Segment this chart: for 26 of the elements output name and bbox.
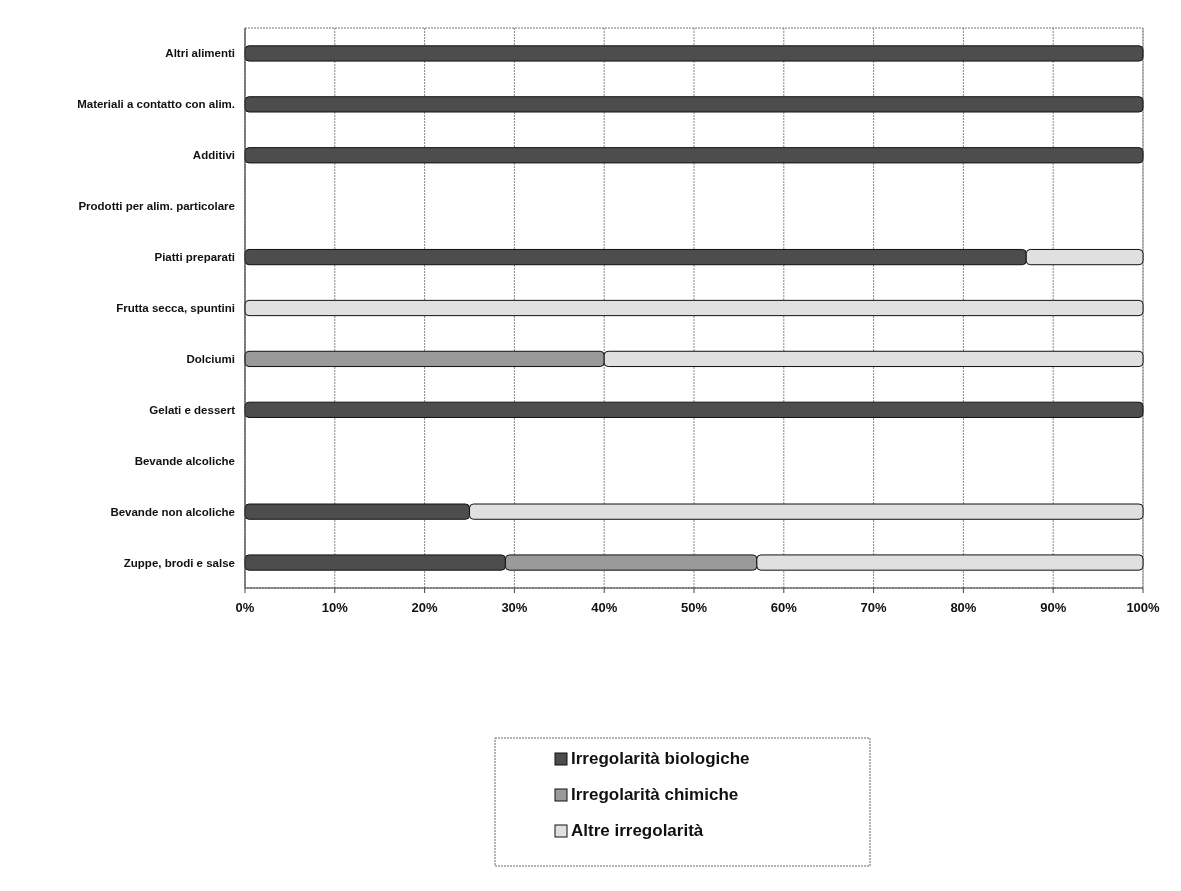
y-tick-label: Dolciumi <box>186 352 235 365</box>
y-tick-label: Materiali a contatto con alim. <box>77 98 235 111</box>
y-tick-label: Gelati e dessert <box>149 403 236 416</box>
y-tick-label: Altri alimenti <box>165 47 235 60</box>
y-tick-label: Bevande alcoliche <box>134 454 235 467</box>
x-tick-label: 50% <box>680 600 708 615</box>
legend-label: Altre irregolarità <box>571 821 704 840</box>
y-tick-label: Zuppe, brodi e salse <box>123 556 235 569</box>
x-tick-label: 100% <box>1126 600 1161 615</box>
x-tick-label: 70% <box>860 600 888 615</box>
x-tick-label: 0% <box>235 600 255 615</box>
x-tick-label: 60% <box>770 600 798 615</box>
legend-label: Irregolarità chimiche <box>571 785 739 804</box>
x-tick-label: 10% <box>321 600 349 615</box>
x-tick-label: 90% <box>1040 600 1067 615</box>
y-tick-label: Piatti preparati <box>154 251 235 264</box>
x-tick-label: 40% <box>591 600 618 615</box>
x-tick-label: 20% <box>411 600 439 615</box>
x-tick-label: 80% <box>950 600 977 615</box>
y-tick-label: Frutta secca, spuntini <box>116 302 235 315</box>
y-tick-label: Additivi <box>192 149 235 162</box>
legend-label: Irregolarità biologiche <box>571 749 750 768</box>
y-tick-label: Prodotti per alim. particolare <box>78 200 235 213</box>
bar <box>244 299 1144 317</box>
x-tick-label: 30% <box>501 600 528 615</box>
y-tick-label: Bevande non alcoliche <box>110 505 235 518</box>
